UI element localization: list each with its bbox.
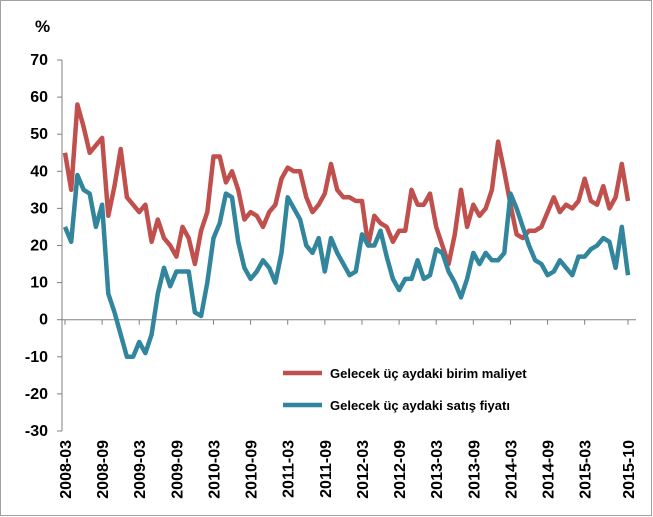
y-tick-label: 40 bbox=[30, 163, 48, 180]
x-tick-label: 2012-09 bbox=[392, 440, 409, 499]
y-tick-label: -30 bbox=[25, 423, 48, 440]
y-tick-label: 70 bbox=[30, 52, 48, 69]
x-tick-label: 2015-03 bbox=[578, 440, 595, 499]
legend-label: Gelecek üç aydaki satış fiyatı bbox=[330, 398, 510, 413]
x-tick-label: 2015-10 bbox=[621, 440, 638, 499]
x-tick-label: 2013-09 bbox=[466, 440, 483, 499]
y-tick-label: 60 bbox=[30, 89, 48, 106]
x-tick-label: 2014-03 bbox=[503, 440, 520, 499]
x-tick-label: 2008-09 bbox=[95, 440, 112, 499]
x-tick-label: 2013-03 bbox=[429, 440, 446, 499]
y-tick-label: 30 bbox=[30, 200, 48, 217]
x-tick-label: 2010-09 bbox=[244, 440, 261, 499]
y-tick-label: -10 bbox=[25, 349, 48, 366]
x-tick-label: 2011-09 bbox=[318, 440, 335, 498]
y-axis-label: % bbox=[35, 17, 50, 36]
y-tick-label: 50 bbox=[30, 126, 48, 143]
y-tick-label: 20 bbox=[30, 238, 48, 255]
x-tick-label: 2010-03 bbox=[206, 440, 223, 499]
x-tick-label: 2009-09 bbox=[169, 440, 186, 499]
y-tick-label: 0 bbox=[39, 312, 48, 329]
legend-label: Gelecek üç aydaki birim maliyet bbox=[330, 366, 527, 381]
y-tick-label: 10 bbox=[30, 275, 48, 292]
series-line bbox=[62, 102, 631, 267]
x-tick-label: 2012-03 bbox=[355, 440, 372, 499]
series-line bbox=[62, 172, 631, 360]
x-tick-label: 2011-03 bbox=[281, 440, 298, 498]
x-tick-label: 2014-09 bbox=[541, 440, 558, 499]
x-tick-label: 2009-03 bbox=[132, 440, 149, 499]
x-tick-label: 2008-03 bbox=[58, 440, 75, 499]
y-tick-label: -20 bbox=[25, 386, 48, 403]
